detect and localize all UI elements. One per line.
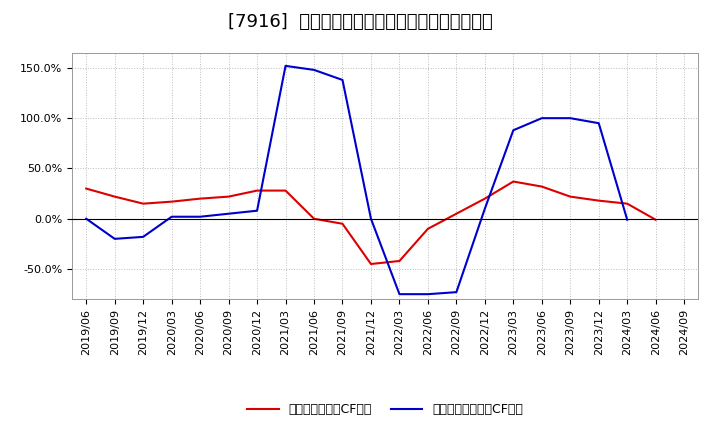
- 有利子負債営業CF比率: [253, 188, 261, 193]
- 有利子負債営業CF比率: [423, 226, 432, 231]
- 有利子負債営業CF比率: [452, 211, 461, 216]
- 有利子負債フリーCF比率: [509, 128, 518, 133]
- 有利子負債営業CF比率: [110, 194, 119, 199]
- 有利子負債フリーCF比率: [338, 77, 347, 83]
- 有利子負債営業CF比率: [537, 184, 546, 189]
- 有利子負債営業CF比率: [395, 258, 404, 264]
- 有利子負債営業CF比率: [623, 201, 631, 206]
- Legend: 有利子負債営業CF比率, 有利子負債フリーCF比率: 有利子負債営業CF比率, 有利子負債フリーCF比率: [243, 398, 528, 421]
- 有利子負債フリーCF比率: [139, 234, 148, 239]
- Line: 有利子負債営業CF比率: 有利子負債営業CF比率: [86, 182, 656, 264]
- 有利子負債フリーCF比率: [452, 290, 461, 295]
- 有利子負債営業CF比率: [282, 188, 290, 193]
- 有利子負債営業CF比率: [509, 179, 518, 184]
- 有利子負債営業CF比率: [338, 221, 347, 227]
- 有利子負債営業CF比率: [225, 194, 233, 199]
- 有利子負債営業CF比率: [366, 261, 375, 267]
- 有利子負債フリーCF比率: [623, 217, 631, 222]
- 有利子負債フリーCF比率: [110, 236, 119, 242]
- 有利子負債営業CF比率: [310, 216, 318, 221]
- Text: [7916]  有利子負債キャッシュフロー比率の推移: [7916] 有利子負債キャッシュフロー比率の推移: [228, 13, 492, 31]
- 有利子負債営業CF比率: [652, 217, 660, 222]
- 有利子負債営業CF比率: [480, 196, 489, 201]
- 有利子負債フリーCF比率: [595, 121, 603, 126]
- 有利子負債フリーCF比率: [253, 208, 261, 213]
- 有利子負債フリーCF比率: [423, 292, 432, 297]
- Line: 有利子負債フリーCF比率: 有利子負債フリーCF比率: [86, 66, 627, 294]
- 有利子負債営業CF比率: [167, 199, 176, 204]
- 有利子負債フリーCF比率: [537, 116, 546, 121]
- 有利子負債フリーCF比率: [82, 216, 91, 221]
- 有利子負債営業CF比率: [566, 194, 575, 199]
- 有利子負債営業CF比率: [196, 196, 204, 201]
- 有利子負債営業CF比率: [139, 201, 148, 206]
- 有利子負債営業CF比率: [595, 198, 603, 203]
- 有利子負債フリーCF比率: [167, 214, 176, 220]
- 有利子負債フリーCF比率: [395, 292, 404, 297]
- 有利子負債フリーCF比率: [480, 206, 489, 211]
- 有利子負債フリーCF比率: [196, 214, 204, 220]
- 有利子負債フリーCF比率: [225, 211, 233, 216]
- 有利子負債営業CF比率: [82, 186, 91, 191]
- 有利子負債フリーCF比率: [366, 216, 375, 221]
- 有利子負債フリーCF比率: [310, 67, 318, 73]
- 有利子負債フリーCF比率: [282, 63, 290, 69]
- 有利子負債フリーCF比率: [566, 116, 575, 121]
